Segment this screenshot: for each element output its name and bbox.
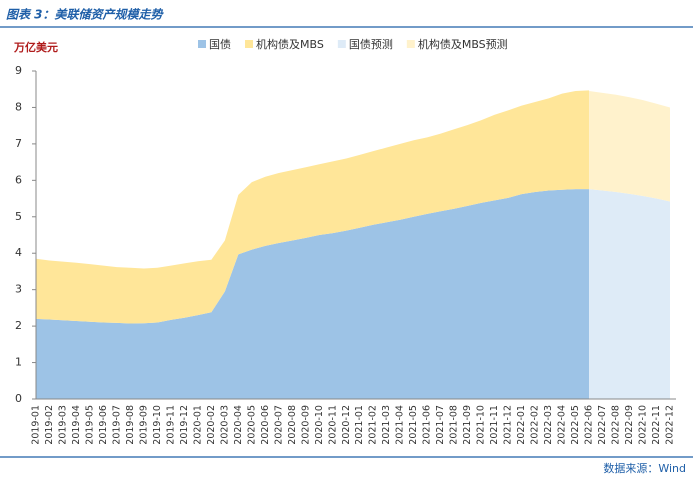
- chart-title: 图表 3：美联储资产规模走势: [6, 8, 165, 22]
- legend-label: 国债预测: [349, 37, 393, 51]
- x-tick-label: 2021-08: [449, 405, 460, 445]
- x-tick-label: 2019-08: [125, 405, 136, 445]
- x-tick-label: 2020-03: [219, 405, 230, 445]
- y-tick-label: 6: [15, 173, 22, 186]
- x-tick-label: 2022-09: [624, 405, 635, 445]
- x-tick-label: 2022-08: [611, 405, 622, 445]
- x-tick-label: 2020-10: [314, 405, 325, 445]
- x-tick-label: 2020-06: [260, 405, 271, 445]
- x-tick-label: 2022-12: [665, 405, 676, 445]
- area: [36, 90, 590, 324]
- y-tick-label: 5: [15, 210, 22, 223]
- x-tick-label: 2020-02: [206, 405, 217, 445]
- x-tick-label: 2019-06: [98, 405, 109, 445]
- y-tick-label: 0: [15, 392, 22, 405]
- x-tick-label: 2019-05: [84, 405, 95, 445]
- x-tick-label: 2020-07: [273, 405, 284, 445]
- source: 数据来源：Wind: [603, 461, 686, 475]
- legend-swatch: [406, 40, 415, 48]
- x-tick-label: 2020-01: [192, 405, 203, 445]
- x-tick-label: 2019-01: [31, 405, 42, 445]
- legend-swatch: [198, 40, 206, 48]
- legend-label: 机构债及MBS: [256, 37, 324, 51]
- x-tick-label: 2020-04: [233, 405, 244, 445]
- area: [589, 189, 670, 399]
- x-tick-label: 2019-04: [71, 405, 82, 445]
- x-tick-label: 2022-05: [570, 405, 581, 445]
- x-tick-label: 2019-07: [111, 405, 122, 445]
- legend-label: 机构债及MBS预测: [418, 37, 508, 51]
- x-tick-label: 2020-05: [246, 405, 257, 445]
- x-tick-label: 2019-03: [57, 405, 68, 445]
- x-tick-label: 2021-05: [408, 405, 419, 445]
- x-tick-label: 2021-04: [395, 405, 406, 445]
- x-tick-label: 2019-02: [44, 405, 55, 445]
- x-tick-label: 2021-12: [503, 405, 514, 445]
- y-tick-label: 8: [15, 100, 22, 113]
- x-tick-label: 2022-02: [530, 405, 541, 445]
- area: [36, 189, 590, 399]
- x-tick-label: 2020-09: [300, 405, 311, 445]
- y-tick-label: 3: [15, 283, 22, 296]
- y-axis-label: 万亿美元: [13, 40, 58, 54]
- area: [589, 91, 670, 202]
- x-tick-label: 2022-03: [543, 405, 554, 445]
- x-tick-label: 2022-10: [638, 405, 649, 445]
- legend-swatch: [245, 40, 253, 48]
- y-tick-label: 9: [15, 64, 22, 77]
- x-tick-label: 2021-11: [489, 405, 500, 445]
- x-tick-label: 2021-07: [435, 405, 446, 445]
- x-tick-label: 2019-11: [165, 405, 176, 445]
- legend-label: 国债: [209, 37, 231, 51]
- x-tick-label: 2022-07: [597, 405, 608, 445]
- legend-swatch: [337, 40, 346, 48]
- x-tick-label: 2021-06: [422, 405, 433, 445]
- y-tick-label: 2: [15, 319, 22, 332]
- x-tick-label: 2021-09: [462, 405, 473, 445]
- x-tick-label: 2020-11: [327, 405, 338, 445]
- y-tick-label: 7: [15, 137, 22, 150]
- x-tick-label: 2021-03: [381, 405, 392, 445]
- x-tick-label: 2020-08: [287, 405, 298, 445]
- x-tick-label: 2021-10: [476, 405, 487, 445]
- x-tick-label: 2022-01: [516, 405, 527, 445]
- x-tick-label: 2022-06: [584, 405, 595, 445]
- y-tick-label: 1: [15, 356, 22, 369]
- x-tick-label: 2021-02: [368, 405, 379, 445]
- x-tick-label: 2021-01: [354, 405, 365, 445]
- x-tick-label: 2019-09: [138, 405, 149, 445]
- x-tick-label: 2019-12: [179, 405, 190, 445]
- x-tick-label: 2019-10: [152, 405, 163, 445]
- x-tick-label: 2022-04: [557, 405, 568, 445]
- y-tick-label: 4: [15, 246, 22, 259]
- x-tick-label: 2020-12: [341, 405, 352, 445]
- x-tick-label: 2022-11: [651, 405, 662, 445]
